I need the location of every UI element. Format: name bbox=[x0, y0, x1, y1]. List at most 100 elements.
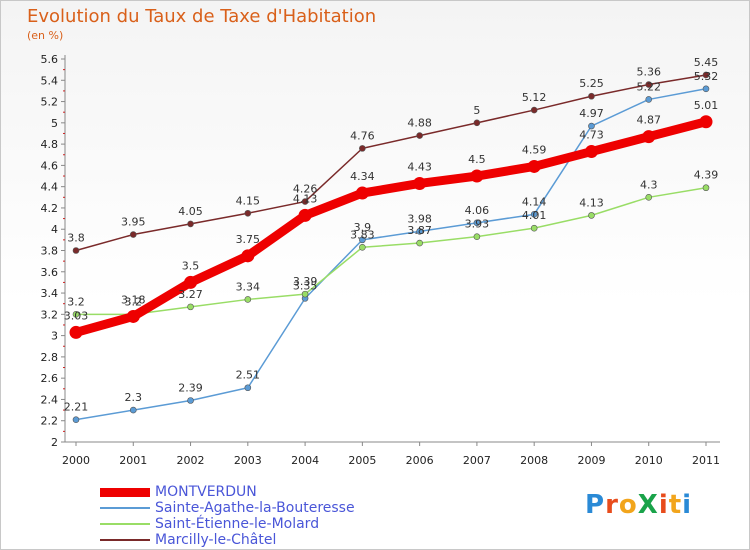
y-tick-label: 3.6 bbox=[41, 266, 59, 279]
series-line bbox=[75, 88, 707, 421]
data-point bbox=[588, 212, 595, 219]
logo-letter: o bbox=[618, 490, 638, 520]
data-point bbox=[301, 290, 309, 298]
data-label: 4.5 bbox=[468, 153, 486, 166]
y-tick-label: 5 bbox=[51, 117, 58, 130]
data-point bbox=[702, 184, 710, 192]
data-label: 4.15 bbox=[236, 194, 261, 207]
data-label: 2.51 bbox=[236, 369, 261, 382]
data-label: 4.88 bbox=[407, 117, 432, 130]
data-point bbox=[184, 275, 198, 289]
x-tick-label: 2010 bbox=[635, 454, 663, 467]
data-point bbox=[129, 406, 137, 414]
x-tick-label: 2009 bbox=[577, 454, 605, 467]
data-label: 5.45 bbox=[694, 56, 719, 69]
data-label: 5 bbox=[473, 104, 480, 117]
x-tick-label: 2005 bbox=[348, 454, 376, 467]
legend-swatch bbox=[100, 487, 150, 497]
legend-swatch bbox=[100, 539, 150, 541]
legend-label: Saint-Étienne-le-Molard bbox=[155, 516, 320, 532]
y-tick-label: 4 bbox=[51, 223, 58, 236]
data-point bbox=[470, 169, 484, 183]
data-point bbox=[530, 211, 538, 218]
data-label: 3.27 bbox=[178, 288, 203, 301]
data-point bbox=[702, 71, 710, 79]
data-point bbox=[642, 130, 656, 144]
data-label: 3.9 bbox=[354, 221, 372, 234]
data-label: 3.83 bbox=[350, 228, 375, 241]
y-tick-label: 5.4 bbox=[41, 74, 59, 87]
data-point bbox=[588, 92, 595, 100]
data-label: 3.95 bbox=[121, 216, 146, 229]
data-label: 5.32 bbox=[694, 70, 719, 83]
data-label: 5.01 bbox=[694, 99, 719, 112]
data-label: 4.14 bbox=[522, 195, 547, 208]
y-tick-label: 4.8 bbox=[41, 138, 59, 151]
data-point bbox=[187, 303, 194, 311]
data-point bbox=[187, 397, 194, 404]
data-point bbox=[699, 115, 713, 129]
data-point bbox=[702, 85, 710, 93]
chart-subtitle: (en %) bbox=[27, 29, 64, 42]
x-tick-label: 2006 bbox=[406, 454, 434, 467]
x-tick-label: 2008 bbox=[520, 454, 548, 467]
data-point bbox=[241, 249, 255, 263]
data-point bbox=[413, 176, 427, 190]
data-point bbox=[72, 311, 80, 318]
data-point bbox=[645, 96, 653, 103]
data-label: 3.75 bbox=[236, 233, 261, 246]
data-label: 3.98 bbox=[407, 212, 432, 225]
y-tick-label: 2.8 bbox=[41, 351, 59, 364]
logo-letter: P bbox=[585, 490, 606, 520]
data-label: 4.76 bbox=[350, 129, 375, 142]
y-tick-label: 5.2 bbox=[41, 96, 59, 109]
data-label: 3.18 bbox=[121, 293, 146, 306]
data-point bbox=[359, 244, 366, 251]
data-point bbox=[416, 132, 423, 139]
data-point bbox=[359, 236, 366, 244]
logo-letter: i bbox=[658, 490, 669, 520]
data-point bbox=[72, 247, 80, 254]
x-tick-label: 2001 bbox=[119, 454, 147, 467]
data-label: 5.22 bbox=[636, 80, 661, 93]
data-label: 4.97 bbox=[579, 107, 604, 120]
data-point bbox=[244, 209, 252, 217]
data-label: 4.3 bbox=[640, 178, 658, 191]
data-point bbox=[359, 145, 366, 152]
data-label: 3.03 bbox=[64, 309, 89, 322]
data-label: 3.87 bbox=[407, 224, 432, 237]
data-label: 4.43 bbox=[407, 160, 432, 173]
x-tick-label: 2007 bbox=[463, 454, 491, 467]
data-label: 4.01 bbox=[522, 209, 547, 222]
data-point bbox=[244, 296, 252, 303]
data-point bbox=[129, 231, 137, 238]
data-label: 4.34 bbox=[350, 170, 375, 183]
data-point bbox=[301, 198, 309, 205]
data-label: 4.73 bbox=[579, 129, 604, 142]
x-tick-label: 2004 bbox=[291, 454, 319, 467]
data-point bbox=[645, 194, 653, 201]
data-point bbox=[588, 122, 595, 130]
x-tick-label: 2002 bbox=[177, 454, 205, 467]
y-tick-label: 2.2 bbox=[41, 415, 59, 428]
data-point bbox=[416, 239, 423, 247]
data-label: 3.93 bbox=[465, 218, 490, 231]
proxiti-logo: ProXiti bbox=[585, 490, 692, 520]
series-line bbox=[75, 74, 707, 252]
y-tick-label: 4.4 bbox=[41, 181, 59, 194]
data-label: 2.21 bbox=[64, 401, 89, 414]
data-label: 4.59 bbox=[522, 143, 547, 156]
x-tick-label: 2011 bbox=[692, 454, 720, 467]
legend-label: Marcilly-le-Châtel bbox=[155, 532, 277, 548]
logo-letter: i bbox=[682, 490, 693, 520]
data-point bbox=[187, 220, 194, 228]
data-label: 3.5 bbox=[182, 259, 200, 272]
y-tick-label: 3 bbox=[51, 330, 58, 343]
data-label: 3.39 bbox=[293, 275, 318, 288]
data-label: 4.87 bbox=[636, 114, 661, 127]
y-tick-label: 5.6 bbox=[41, 53, 59, 66]
data-label: 4.13 bbox=[579, 196, 604, 209]
logo-letter: r bbox=[605, 490, 619, 520]
